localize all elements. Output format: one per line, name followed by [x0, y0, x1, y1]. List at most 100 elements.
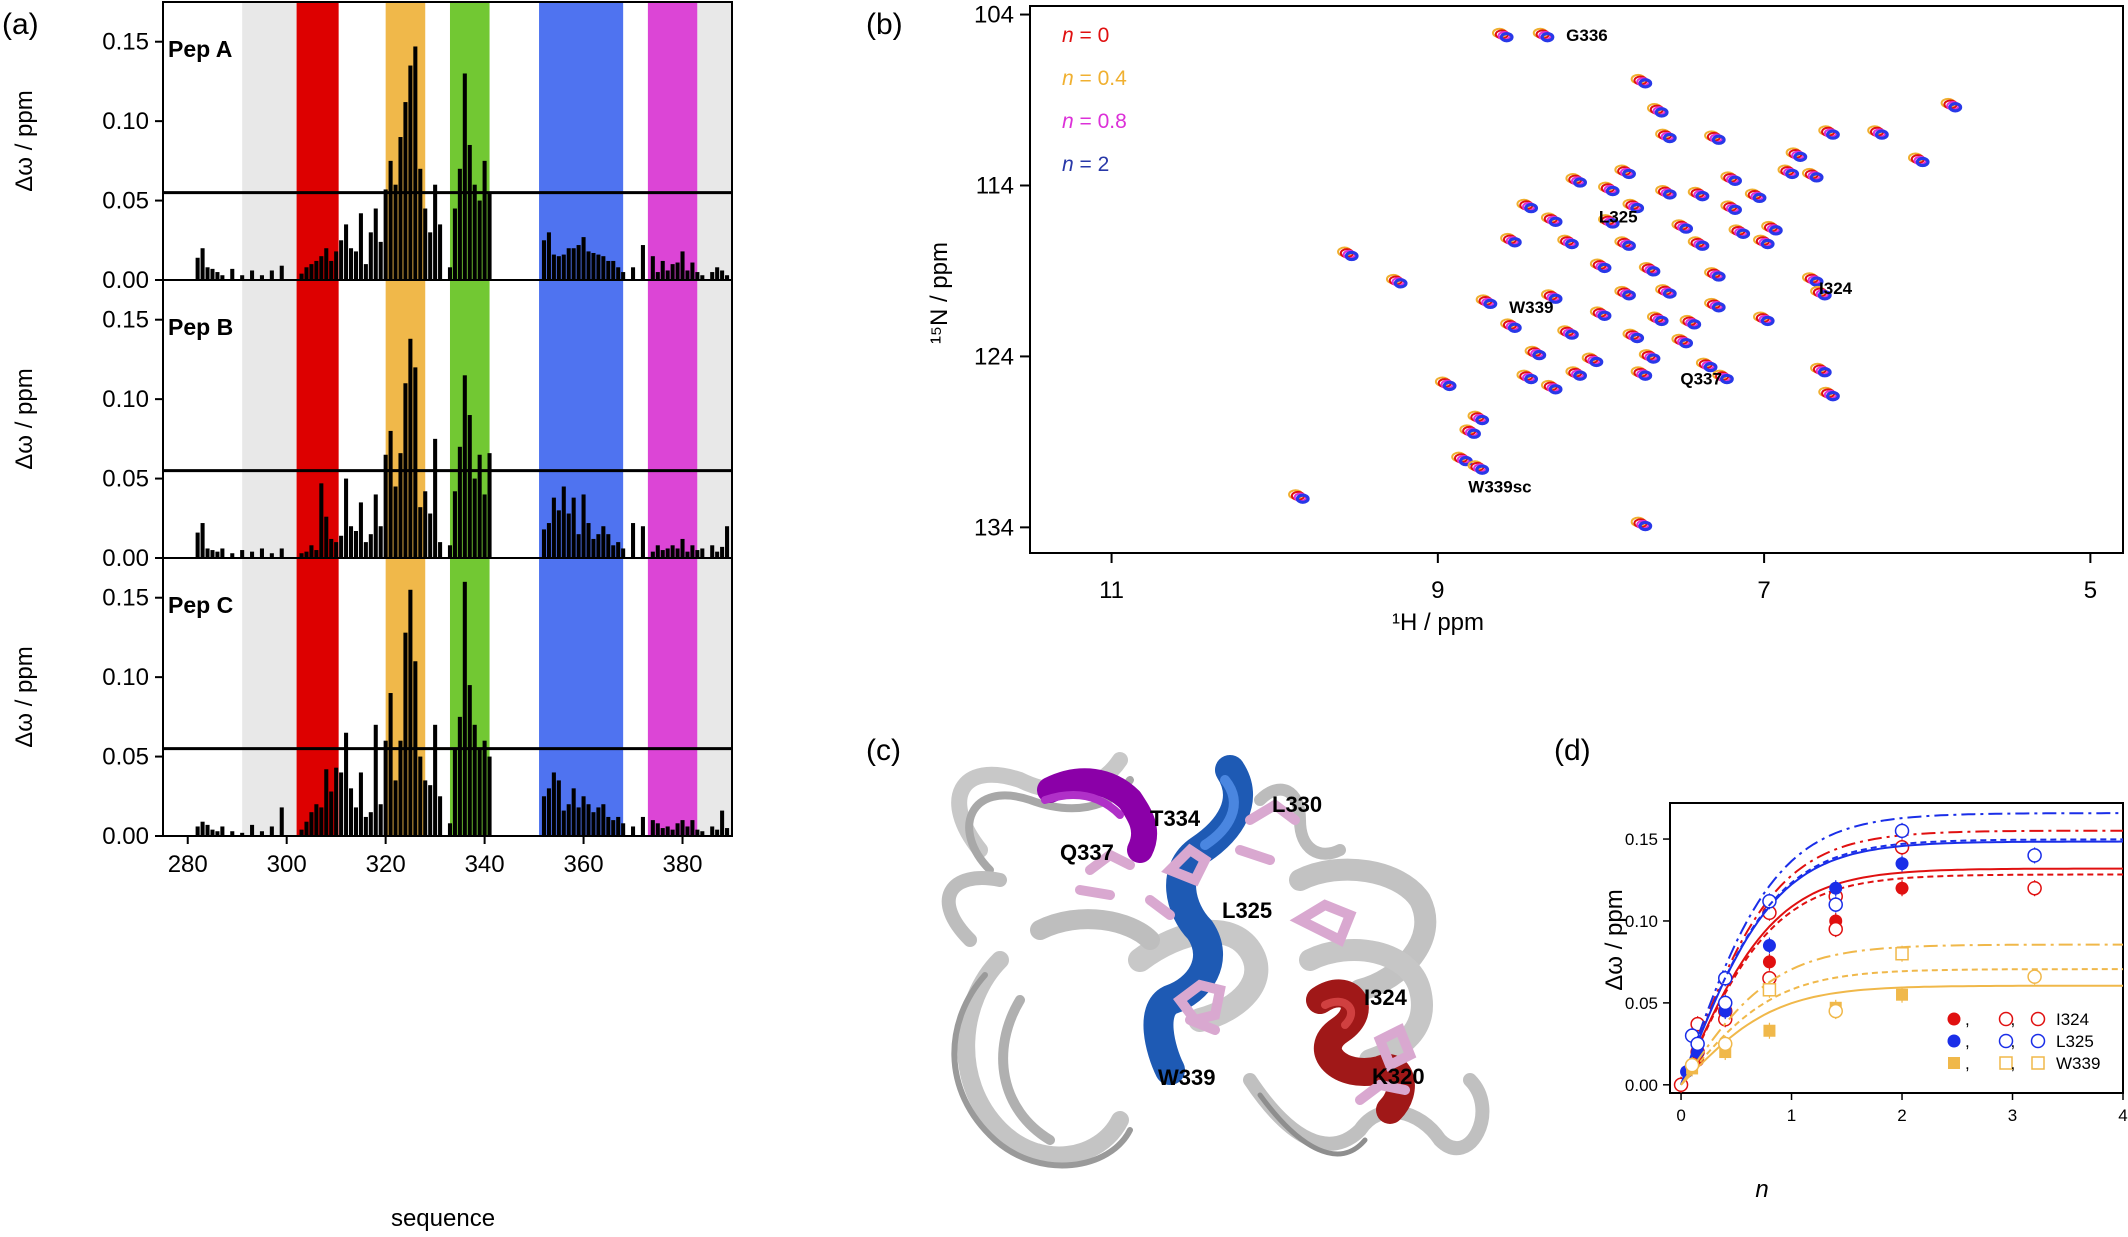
- bar: [279, 265, 284, 280]
- peak-contour: [1507, 322, 1522, 333]
- peak-contour: [1711, 134, 1726, 145]
- panel-label-d: (d): [1554, 734, 1591, 767]
- peak-label: G336: [1566, 26, 1608, 45]
- bar: [363, 542, 368, 558]
- peak-contour: [1524, 202, 1539, 214]
- bar: [383, 454, 388, 558]
- legend-separator: , ,: [1965, 1010, 2033, 1029]
- bar: [655, 545, 660, 558]
- bar: [195, 257, 200, 280]
- bar: [324, 248, 329, 280]
- panel-c-structure-image: T334 L330 Q337 L325 I324 K320 W339: [941, 752, 1490, 1169]
- y-tick-label: 0.10: [102, 664, 149, 691]
- data-point: [1828, 897, 1843, 912]
- peak-contour: [1793, 151, 1808, 163]
- bar: [358, 502, 363, 558]
- peak-contour: [1638, 78, 1653, 89]
- bar: [611, 260, 616, 280]
- bar: [314, 260, 319, 280]
- peak-contour: [1728, 175, 1742, 186]
- bar: [363, 264, 368, 280]
- peak-contour: [1573, 370, 1587, 381]
- y-tick-label: 0.10: [102, 386, 149, 413]
- bar: [220, 826, 225, 836]
- bar: [259, 275, 264, 280]
- bar: [566, 804, 571, 836]
- peak-contour: [1760, 315, 1775, 327]
- bar: [690, 262, 695, 280]
- bar: [720, 546, 725, 558]
- peak-contour: [1703, 361, 1718, 373]
- bar: [230, 831, 235, 836]
- y-tick-label: 134: [974, 514, 1014, 541]
- bar: [616, 816, 621, 836]
- bar: [408, 65, 413, 281]
- panel-d-titration-curves: 0 1 2 3 4 0.00 0.05 0.10 0.15 , , I324 , , L325 , , W3…: [1625, 802, 2128, 1125]
- bar: [210, 829, 215, 836]
- x-tick-label: 360: [564, 851, 604, 878]
- bar: [700, 831, 705, 836]
- fit-curve: [1680, 867, 2123, 1086]
- bar: [670, 545, 675, 558]
- residue-label: I324: [1364, 985, 1408, 1010]
- bar: [215, 551, 220, 558]
- bar: [596, 534, 601, 558]
- x-tick-label: 4: [2118, 1106, 2127, 1125]
- peak-contour: [1695, 240, 1710, 251]
- peak-contour: [1630, 202, 1645, 214]
- panel-b-xlabel: ¹H / ppm: [1392, 609, 1484, 636]
- bar: [611, 545, 616, 558]
- bar: [650, 256, 655, 280]
- y-tick-label: 0.15: [102, 585, 149, 612]
- bar: [329, 538, 334, 558]
- bar: [299, 553, 304, 558]
- peak-contour: [1662, 288, 1677, 299]
- bar: [388, 693, 393, 836]
- legend-entry: n = 0.4: [1062, 67, 1127, 90]
- bar: [309, 812, 314, 836]
- bar: [210, 550, 215, 558]
- peak-contour: [1573, 177, 1587, 188]
- bar: [447, 267, 453, 280]
- bar: [438, 542, 443, 558]
- bar: [304, 267, 309, 280]
- peak-contour: [1589, 356, 1604, 368]
- bar: [250, 551, 255, 558]
- bar: [299, 829, 304, 836]
- data-point: [1763, 1024, 1776, 1037]
- bar: [403, 632, 408, 836]
- data-point: [1684, 1057, 1700, 1073]
- bar: [546, 232, 551, 280]
- bar: [571, 497, 576, 558]
- bar: [606, 816, 611, 836]
- x-tick-label: 11: [1099, 577, 1124, 604]
- peak-label: I324: [1819, 279, 1853, 298]
- bar: [205, 548, 210, 558]
- peak-contour: [1344, 250, 1359, 262]
- bar: [685, 826, 690, 836]
- bar: [487, 756, 492, 836]
- x-tick-label: 280: [168, 851, 208, 878]
- bar: [408, 338, 413, 558]
- bar: [353, 807, 358, 836]
- bar: [433, 184, 438, 280]
- data-point: [1762, 894, 1777, 909]
- peak-contour: [1475, 414, 1490, 426]
- peak-label: W339: [1509, 298, 1553, 317]
- bar: [205, 824, 210, 836]
- bar: [200, 821, 205, 836]
- bar: [259, 548, 264, 558]
- highlight-region: [539, 558, 624, 836]
- bar: [215, 272, 220, 280]
- legend-marker: [1998, 1033, 2014, 1049]
- legend-marker: [2030, 1033, 2046, 1049]
- bar: [462, 581, 467, 836]
- bar: [720, 270, 725, 280]
- y-tick-label: 0.15: [1625, 830, 1658, 849]
- bar: [200, 248, 205, 280]
- x-tick-label: 9: [1431, 577, 1444, 604]
- peak-contour: [1499, 31, 1514, 43]
- bar: [462, 375, 467, 558]
- legend-marker: [1999, 1056, 2013, 1070]
- subplot-frame: [162, 557, 733, 837]
